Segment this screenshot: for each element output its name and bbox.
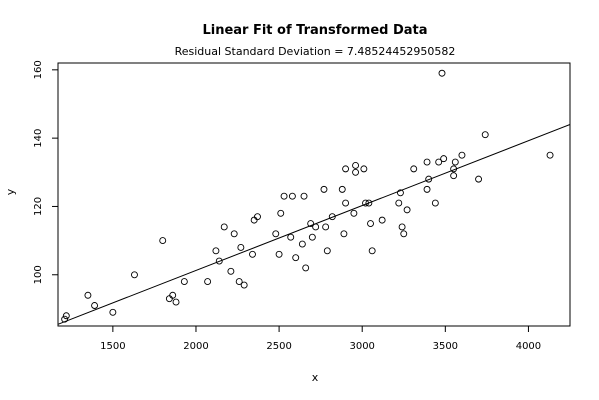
data-point bbox=[365, 199, 373, 207]
data-point bbox=[410, 165, 418, 173]
data-point bbox=[240, 281, 248, 289]
data-point bbox=[62, 312, 70, 320]
plot-border bbox=[57, 62, 571, 327]
data-point bbox=[312, 223, 320, 231]
data-point bbox=[451, 158, 459, 166]
data-point bbox=[367, 220, 374, 227]
data-point bbox=[165, 295, 173, 303]
data-point bbox=[249, 250, 256, 258]
data-point bbox=[546, 151, 554, 159]
data-point bbox=[180, 278, 188, 286]
data-point bbox=[292, 254, 300, 262]
data-point bbox=[275, 250, 283, 258]
data-point bbox=[396, 189, 404, 197]
plot-frame bbox=[57, 62, 571, 327]
y-tick-label: 120 bbox=[33, 197, 44, 216]
data-point bbox=[320, 185, 328, 193]
data-point bbox=[368, 247, 376, 255]
data-point bbox=[235, 278, 243, 286]
x-axis: 1500 2000 2500 3000 3500 4000 bbox=[100, 326, 541, 352]
data-point bbox=[109, 308, 117, 316]
x-tick-label: 3500 bbox=[433, 341, 458, 352]
data-point bbox=[458, 151, 466, 159]
y-axis: 100 120 140 160 bbox=[33, 60, 58, 284]
data-point bbox=[423, 185, 431, 193]
data-point bbox=[91, 302, 99, 309]
data-point bbox=[362, 199, 369, 207]
data-point bbox=[230, 230, 238, 238]
data-point bbox=[323, 247, 331, 255]
y-tick-label: 160 bbox=[33, 60, 44, 79]
y-tick-label: 140 bbox=[33, 129, 44, 148]
data-point bbox=[400, 230, 408, 238]
data-point bbox=[398, 223, 406, 231]
data-point bbox=[425, 175, 433, 183]
x-tick-label: 1500 bbox=[100, 341, 125, 352]
data-point bbox=[215, 257, 223, 265]
data-point bbox=[227, 267, 235, 275]
data-point bbox=[288, 192, 296, 200]
data-point bbox=[338, 185, 346, 193]
x-tick-label: 2000 bbox=[183, 341, 208, 352]
data-point bbox=[212, 247, 220, 255]
data-point bbox=[220, 223, 228, 231]
data-point bbox=[438, 69, 446, 77]
data-point bbox=[450, 172, 458, 180]
data-point bbox=[250, 216, 258, 224]
data-point bbox=[423, 158, 431, 166]
x-tick-label: 3000 bbox=[349, 341, 374, 352]
data-point bbox=[352, 162, 360, 169]
data-point bbox=[300, 192, 308, 200]
data-point bbox=[159, 237, 167, 245]
x-tick-label: 4000 bbox=[516, 341, 541, 352]
data-point bbox=[350, 209, 358, 217]
data-point bbox=[435, 158, 443, 166]
data-point bbox=[342, 165, 350, 173]
data-point bbox=[277, 209, 285, 217]
data-point bbox=[340, 230, 348, 238]
x-tick-label: 2500 bbox=[266, 341, 291, 352]
data-points bbox=[61, 69, 554, 323]
data-point bbox=[172, 298, 180, 306]
data-point bbox=[395, 199, 403, 207]
data-point bbox=[403, 206, 411, 214]
data-point bbox=[254, 213, 261, 221]
data-point bbox=[298, 240, 306, 248]
data-point bbox=[378, 216, 386, 224]
data-point bbox=[481, 131, 489, 139]
data-point bbox=[360, 165, 368, 173]
data-point bbox=[287, 233, 295, 241]
data-point bbox=[307, 220, 315, 227]
data-point bbox=[328, 213, 336, 221]
data-point bbox=[322, 223, 330, 231]
data-point bbox=[440, 155, 448, 163]
data-point bbox=[84, 291, 92, 299]
data-point bbox=[308, 233, 316, 241]
y-tick-label: 100 bbox=[33, 265, 44, 284]
data-point bbox=[61, 315, 69, 323]
data-point bbox=[237, 243, 245, 251]
data-point bbox=[352, 168, 360, 176]
chart-title: Linear Fit of Transformed Data bbox=[202, 23, 427, 38]
data-point bbox=[450, 165, 458, 173]
data-point bbox=[342, 199, 350, 207]
data-point bbox=[431, 199, 439, 207]
y-axis-label: y bbox=[4, 188, 17, 195]
data-point bbox=[169, 291, 177, 299]
chart-subtitle: Residual Standard Deviation = 7.48524452… bbox=[175, 45, 456, 58]
data-point bbox=[280, 192, 288, 200]
data-point bbox=[302, 264, 310, 272]
data-point bbox=[131, 271, 138, 279]
x-axis-label: x bbox=[312, 371, 319, 384]
data-point bbox=[204, 278, 212, 286]
data-point bbox=[272, 230, 280, 238]
data-point bbox=[475, 175, 483, 183]
